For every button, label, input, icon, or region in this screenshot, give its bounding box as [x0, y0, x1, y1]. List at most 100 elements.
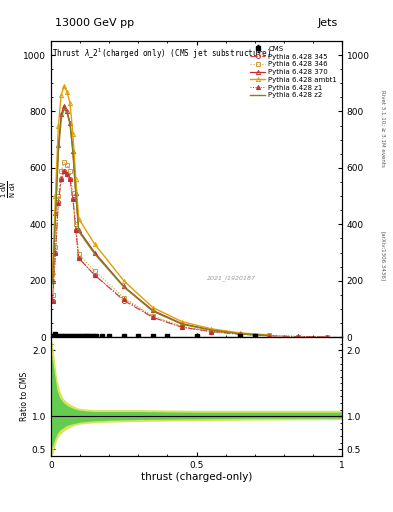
Pythia 6.428 345	[71, 196, 75, 202]
Text: Rivet 3.1.10; ≥ 3.1M events: Rivet 3.1.10; ≥ 3.1M events	[381, 90, 386, 166]
Pythia 6.428 345	[59, 176, 64, 182]
Pythia 6.428 346	[73, 221, 78, 227]
Pythia 6.428 z2	[267, 332, 272, 338]
Pythia 6.428 346	[209, 328, 213, 334]
Pythia 6.428 z1	[180, 324, 184, 330]
Pythia 6.428 z2	[209, 327, 213, 333]
Pythia 6.428 346	[56, 193, 61, 199]
Pythia 6.428 346	[296, 333, 301, 339]
Pythia 6.428 345	[209, 329, 213, 335]
Pythia 6.428 370	[209, 327, 213, 333]
Pythia 6.428 345	[151, 314, 155, 321]
Pythia 6.428 z2	[68, 121, 72, 127]
Pythia 6.428 z1	[238, 331, 242, 337]
Pythia 6.428 370	[151, 307, 155, 313]
Pythia 6.428 ambt1	[209, 326, 213, 332]
Pythia 6.428 345	[325, 334, 330, 340]
Pythia 6.428 z1	[59, 176, 64, 182]
Pythia 6.428 z1	[121, 296, 126, 302]
Pythia 6.428 345	[73, 227, 78, 233]
Pythia 6.428 z1	[76, 255, 81, 261]
Pythia 6.428 z2	[121, 284, 126, 290]
Pythia 6.428 370	[68, 120, 72, 126]
Pythia 6.428 370	[180, 321, 184, 327]
Pythia 6.428 345	[238, 331, 242, 337]
Pythia 6.428 370	[65, 109, 70, 115]
Pythia 6.428 z1	[50, 297, 55, 304]
Pythia 6.428 ambt1	[73, 176, 78, 182]
Pythia 6.428 370	[53, 210, 58, 216]
Pythia 6.428 346	[50, 292, 55, 298]
Pythia 6.428 345	[62, 167, 66, 174]
Pythia 6.428 ambt1	[62, 83, 66, 89]
Pythia 6.428 346	[180, 324, 184, 330]
Pythia 6.428 370	[92, 249, 97, 255]
Pythia 6.428 z1	[68, 176, 72, 182]
Text: Jets: Jets	[318, 18, 338, 28]
Pythia 6.428 ambt1	[59, 92, 64, 98]
Pythia 6.428 z2	[76, 228, 81, 234]
Pythia 6.428 370	[62, 103, 66, 109]
Pythia 6.428 z1	[56, 200, 61, 206]
Pythia 6.428 345	[76, 255, 81, 261]
Y-axis label: Ratio to CMS: Ratio to CMS	[20, 372, 29, 421]
Pythia 6.428 370	[71, 148, 75, 154]
Pythia 6.428 345	[92, 272, 97, 278]
Pythia 6.428 z1	[209, 329, 213, 335]
Pythia 6.428 345	[121, 297, 126, 304]
Pythia 6.428 345	[50, 297, 55, 304]
Pythia 6.428 345	[68, 176, 72, 182]
Pythia 6.428 ambt1	[56, 122, 61, 129]
Pythia 6.428 ambt1	[121, 278, 126, 284]
Line: Pythia 6.428 345: Pythia 6.428 345	[50, 168, 329, 339]
Text: 2021_I1920187: 2021_I1920187	[207, 275, 256, 281]
Pythia 6.428 346	[65, 162, 70, 168]
Pythia 6.428 346	[267, 332, 272, 338]
Pythia 6.428 370	[238, 330, 242, 336]
Pythia 6.428 z1	[296, 333, 301, 339]
X-axis label: thrust (charged-only): thrust (charged-only)	[141, 472, 252, 482]
Pythia 6.428 z2	[56, 150, 61, 156]
Pythia 6.428 346	[92, 268, 97, 274]
Pythia 6.428 346	[121, 294, 126, 301]
Pythia 6.428 346	[59, 167, 64, 174]
Pythia 6.428 z1	[62, 167, 66, 174]
Pythia 6.428 z1	[71, 196, 75, 202]
Line: Pythia 6.428 370: Pythia 6.428 370	[50, 104, 271, 337]
Pythia 6.428 z2	[238, 331, 242, 337]
Pythia 6.428 346	[325, 334, 330, 340]
Pythia 6.428 345	[65, 170, 70, 177]
Pythia 6.428 z2	[65, 110, 70, 116]
Pythia 6.428 370	[121, 283, 126, 289]
Legend: CMS, Pythia 6.428 345, Pythia 6.428 346, Pythia 6.428 370, Pythia 6.428 ambt1, P: CMS, Pythia 6.428 345, Pythia 6.428 346,…	[249, 45, 338, 100]
Pythia 6.428 346	[238, 331, 242, 337]
Line: Pythia 6.428 z2: Pythia 6.428 z2	[53, 109, 269, 335]
Pythia 6.428 z2	[71, 150, 75, 156]
Pythia 6.428 ambt1	[65, 89, 70, 95]
Pythia 6.428 370	[56, 142, 61, 148]
Pythia 6.428 346	[76, 251, 81, 257]
Pythia 6.428 z2	[62, 105, 66, 112]
Pythia 6.428 370	[267, 332, 272, 338]
Pythia 6.428 370	[76, 227, 81, 233]
Pythia 6.428 345	[296, 333, 301, 339]
Pythia 6.428 z2	[53, 216, 58, 222]
Pythia 6.428 z1	[267, 333, 272, 339]
Line: Pythia 6.428 346: Pythia 6.428 346	[50, 160, 329, 339]
Line: Pythia 6.428 z1: Pythia 6.428 z1	[50, 168, 329, 339]
Pythia 6.428 346	[53, 244, 58, 250]
Text: Thrust $\lambda\_2^1$(charged only) (CMS jet substructure): Thrust $\lambda\_2^1$(charged only) (CMS…	[52, 47, 271, 61]
Pythia 6.428 345	[53, 249, 58, 255]
Pythia 6.428 346	[68, 167, 72, 174]
Pythia 6.428 ambt1	[238, 330, 242, 336]
Pythia 6.428 345	[180, 324, 184, 330]
Pythia 6.428 z1	[53, 249, 58, 255]
Pythia 6.428 370	[59, 111, 64, 117]
Pythia 6.428 z2	[180, 321, 184, 327]
Pythia 6.428 ambt1	[71, 131, 75, 137]
Pythia 6.428 ambt1	[267, 332, 272, 338]
Pythia 6.428 z2	[50, 281, 55, 287]
Pythia 6.428 ambt1	[180, 318, 184, 325]
Pythia 6.428 ambt1	[76, 216, 81, 222]
Pythia 6.428 ambt1	[92, 241, 97, 247]
